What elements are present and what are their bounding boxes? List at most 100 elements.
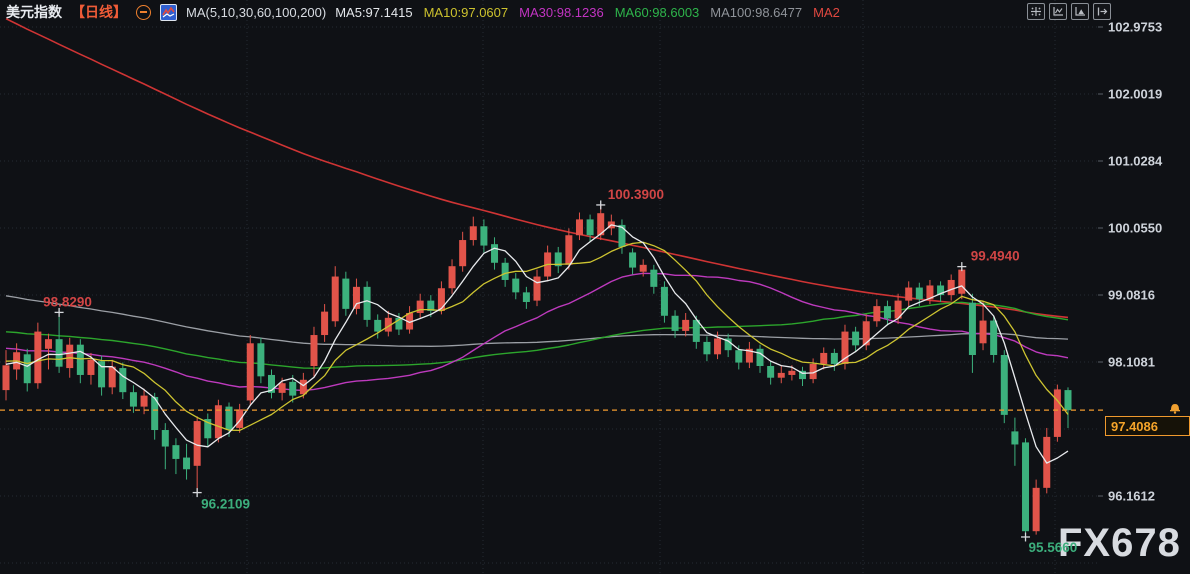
candle-body bbox=[193, 421, 201, 466]
candle-body bbox=[268, 374, 275, 393]
candle-body bbox=[395, 317, 403, 330]
swing-low-label: 95.5660 bbox=[1029, 540, 1078, 555]
candle-body bbox=[151, 396, 159, 431]
candle-body bbox=[501, 262, 509, 280]
candle-body bbox=[820, 352, 828, 364]
ma30-value: MA30:98.1236 bbox=[519, 4, 604, 20]
candle-body bbox=[310, 335, 318, 367]
candle-body bbox=[862, 321, 870, 346]
candle-body bbox=[968, 302, 976, 355]
swing-low-label: 96.2109 bbox=[201, 497, 250, 512]
current-price-value: 97.4086 bbox=[1111, 418, 1158, 434]
ma200-line bbox=[5, 17, 1069, 319]
ma100-value: MA100:98.6477 bbox=[710, 4, 803, 20]
candle-body bbox=[554, 252, 562, 267]
candle-body bbox=[756, 348, 764, 367]
swing-high-label: 100.3900 bbox=[608, 187, 664, 202]
candle-body bbox=[565, 235, 573, 265]
candle-body bbox=[809, 363, 817, 380]
ma10-value: MA10:97.0607 bbox=[423, 4, 509, 20]
candle-body bbox=[533, 276, 541, 301]
candle-body bbox=[172, 445, 180, 459]
left-axis-scale-icon[interactable] bbox=[1049, 3, 1067, 20]
candle-body bbox=[140, 395, 148, 407]
candle-body bbox=[1000, 354, 1008, 415]
axis-price-label: 99.0816 bbox=[1108, 288, 1155, 303]
swing-high-label: 99.4940 bbox=[971, 249, 1020, 264]
ma5-line bbox=[5, 224, 1069, 464]
candle-body bbox=[321, 311, 329, 336]
candle-body bbox=[767, 366, 775, 378]
candle-body bbox=[692, 319, 700, 342]
candle-body bbox=[459, 240, 467, 267]
candle-body bbox=[299, 379, 307, 395]
candle-body bbox=[575, 219, 583, 236]
candle-body bbox=[1032, 487, 1040, 532]
period-label[interactable]: 【日线】 bbox=[71, 4, 127, 20]
candle-body bbox=[87, 359, 95, 375]
app-logo-icon bbox=[160, 3, 177, 21]
candle-body bbox=[703, 341, 711, 355]
candle-body bbox=[119, 368, 127, 393]
candle-body bbox=[597, 213, 605, 236]
candle-body bbox=[894, 300, 902, 319]
candle-body bbox=[926, 285, 934, 300]
candle-body bbox=[745, 348, 753, 363]
candle-body bbox=[437, 288, 445, 311]
candle-body bbox=[66, 344, 74, 369]
candle-body bbox=[76, 344, 84, 375]
chart-header: 美元指数 【日线】 MA(5,10,30,60,100,200) MA5:97.… bbox=[6, 0, 842, 24]
candle-body bbox=[873, 306, 881, 322]
candle-body bbox=[830, 352, 838, 364]
ma30-line bbox=[5, 272, 1069, 392]
candle-body bbox=[129, 392, 137, 407]
candle-body bbox=[491, 244, 499, 263]
axis-price-label: 98.1081 bbox=[1108, 355, 1155, 370]
axis-price-label: 96.1612 bbox=[1108, 489, 1155, 504]
ma200-value: MA2 bbox=[813, 4, 840, 20]
candle-body bbox=[23, 354, 31, 384]
collapse-circle-icon[interactable] bbox=[136, 4, 151, 20]
candle-body bbox=[108, 366, 116, 388]
candle-body bbox=[480, 226, 488, 246]
candle-body bbox=[406, 313, 414, 330]
swing-high-label: 98.8290 bbox=[43, 294, 92, 309]
ma100-line bbox=[5, 295, 1069, 347]
pan-to-latest-icon[interactable] bbox=[1093, 3, 1111, 20]
candle-body bbox=[161, 430, 169, 447]
candle-body bbox=[55, 339, 63, 367]
candle-body bbox=[724, 338, 732, 351]
ma10-line bbox=[5, 241, 1069, 432]
candle-body bbox=[374, 319, 382, 332]
candle-body bbox=[735, 350, 743, 363]
candle-body bbox=[512, 278, 520, 293]
candle-body bbox=[883, 306, 891, 319]
candle-body bbox=[44, 339, 52, 349]
candle-body bbox=[2, 365, 10, 391]
chart-toolbar bbox=[1027, 3, 1111, 20]
candles-layer bbox=[2, 204, 1072, 537]
candle-body bbox=[947, 279, 955, 296]
candle-body bbox=[671, 315, 679, 331]
candle-body bbox=[618, 224, 626, 247]
candle-body bbox=[714, 338, 722, 355]
candle-body bbox=[246, 343, 254, 401]
candle-body bbox=[586, 219, 594, 236]
price-alert-bell-icon[interactable] bbox=[1167, 400, 1183, 420]
candle-body bbox=[1053, 389, 1061, 437]
candle-body bbox=[183, 457, 191, 470]
ma60-value: MA60:98.6003 bbox=[614, 4, 700, 20]
candle-body bbox=[331, 276, 339, 322]
candle-body bbox=[915, 287, 923, 300]
candle-body bbox=[363, 286, 371, 320]
candle-body bbox=[384, 317, 392, 332]
axis-price-label: 102.0019 bbox=[1108, 86, 1162, 101]
candle-body bbox=[958, 269, 966, 294]
ma5-value: MA5:97.1415 bbox=[335, 4, 413, 20]
candle-body bbox=[639, 264, 647, 272]
crosshair-icon[interactable] bbox=[1027, 3, 1045, 20]
right-axis-scale-icon[interactable] bbox=[1071, 3, 1089, 20]
ma-settings-label[interactable]: MA(5,10,30,60,100,200) bbox=[186, 4, 327, 20]
